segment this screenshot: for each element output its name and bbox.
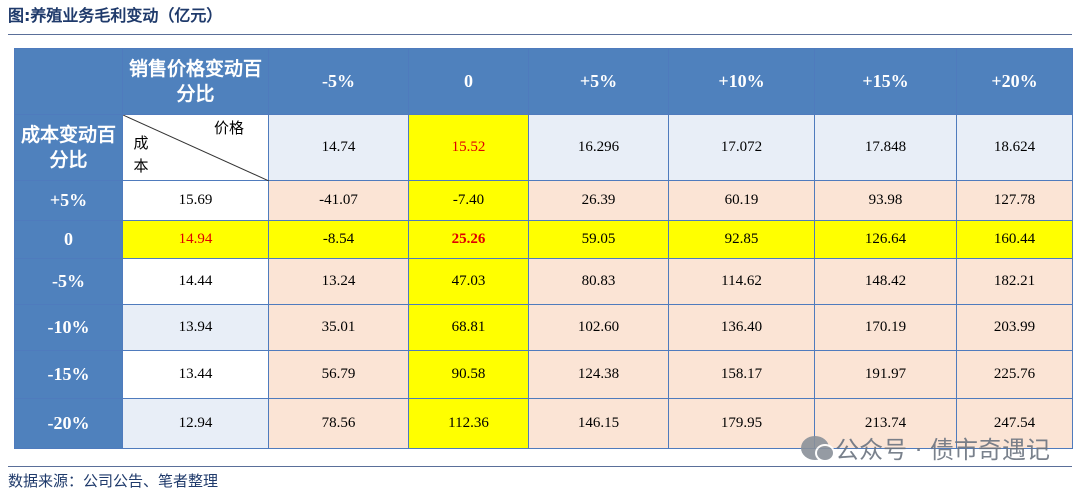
value-cell: 47.03 xyxy=(408,258,529,305)
cost-pct-header: 0 xyxy=(14,220,123,259)
value-cell: 92.85 xyxy=(668,220,815,259)
value-cell-base: 25.26 xyxy=(408,220,529,259)
cost-pct-header: -20% xyxy=(14,398,123,449)
diagonal-header-cell: 价格 成本 xyxy=(122,114,269,181)
diag-price-label: 价格 xyxy=(213,121,244,137)
value-cell: -41.07 xyxy=(268,180,409,221)
price-pct-header: -5% xyxy=(268,48,409,115)
gross-profit-sensitivity-table: 销售价格变动百分比 -5% 0 +5% +10% +15% +20% 成本变动百… xyxy=(14,48,1073,449)
cost-cell-base: 14.94 xyxy=(122,220,269,259)
value-cell: -8.54 xyxy=(268,220,409,259)
value-cell: 78.56 xyxy=(268,398,409,449)
value-cell: 203.99 xyxy=(956,304,1073,351)
value-cell: 170.19 xyxy=(814,304,957,351)
price-cell: 18.624 xyxy=(956,114,1073,181)
price-cell: 16.296 xyxy=(528,114,669,181)
price-change-label: 销售价格变动百分比 xyxy=(122,48,269,115)
value-cell: 13.24 xyxy=(268,258,409,305)
value-cell: 124.38 xyxy=(528,350,669,399)
value-cell: -7.40 xyxy=(408,180,529,221)
value-cell: 80.83 xyxy=(528,258,669,305)
value-cell: 114.62 xyxy=(668,258,815,305)
cost-change-label: 成本变动百分比 xyxy=(14,114,123,181)
value-cell: 225.76 xyxy=(956,350,1073,399)
value-cell: 26.39 xyxy=(528,180,669,221)
value-cell: 102.60 xyxy=(528,304,669,351)
value-cell: 191.97 xyxy=(814,350,957,399)
price-cell: 17.072 xyxy=(668,114,815,181)
caption-divider xyxy=(8,34,1072,35)
cost-cell: 14.44 xyxy=(122,258,269,305)
price-cell: 17.848 xyxy=(814,114,957,181)
value-cell: 146.15 xyxy=(528,398,669,449)
watermark-text: 公众号 · 债市奇遇记 xyxy=(835,436,1050,464)
value-cell: 59.05 xyxy=(528,220,669,259)
price-cell: 14.74 xyxy=(268,114,409,181)
value-cell: 182.21 xyxy=(956,258,1073,305)
value-cell: 136.40 xyxy=(668,304,815,351)
value-cell: 60.19 xyxy=(668,180,815,221)
cost-cell: 12.94 xyxy=(122,398,269,449)
value-cell: 160.44 xyxy=(956,220,1073,259)
price-cell-base: 15.52 xyxy=(408,114,529,181)
value-cell: 68.81 xyxy=(408,304,529,351)
value-cell: 158.17 xyxy=(668,350,815,399)
cost-cell: 13.94 xyxy=(122,304,269,351)
value-cell: 93.98 xyxy=(814,180,957,221)
corner-empty xyxy=(14,48,123,115)
wechat-icon xyxy=(801,435,836,462)
footer-divider xyxy=(8,466,1072,467)
cost-pct-header: -10% xyxy=(14,304,123,351)
price-pct-header: +15% xyxy=(814,48,957,115)
price-pct-header: +5% xyxy=(528,48,669,115)
source-note: 数据来源：公司公告、笔者整理 xyxy=(8,472,219,490)
value-cell: 126.64 xyxy=(814,220,957,259)
value-cell: 148.42 xyxy=(814,258,957,305)
price-pct-header: 0 xyxy=(408,48,529,115)
value-cell: 90.58 xyxy=(408,350,529,399)
price-pct-header: +10% xyxy=(668,48,815,115)
value-cell: 179.95 xyxy=(668,398,815,449)
value-cell: 56.79 xyxy=(268,350,409,399)
value-cell: 112.36 xyxy=(408,398,529,449)
watermark: 公众号 · 债市奇遇记 xyxy=(801,430,1050,465)
cost-cell: 13.44 xyxy=(122,350,269,399)
cost-pct-header: +5% xyxy=(14,180,123,221)
diag-cost-label: 成本 xyxy=(133,136,149,175)
price-pct-header: +20% xyxy=(956,48,1073,115)
cost-pct-header: -15% xyxy=(14,350,123,399)
figure-caption: 图:养殖业务毛利变动（亿元） xyxy=(8,6,223,25)
diagonal-line xyxy=(123,115,269,181)
value-cell: 35.01 xyxy=(268,304,409,351)
value-cell: 127.78 xyxy=(956,180,1073,221)
cost-pct-header: -5% xyxy=(14,258,123,305)
value-cell: 213.74 xyxy=(814,398,957,449)
cost-cell: 15.69 xyxy=(122,180,269,221)
value-cell: 247.54 xyxy=(956,398,1073,449)
